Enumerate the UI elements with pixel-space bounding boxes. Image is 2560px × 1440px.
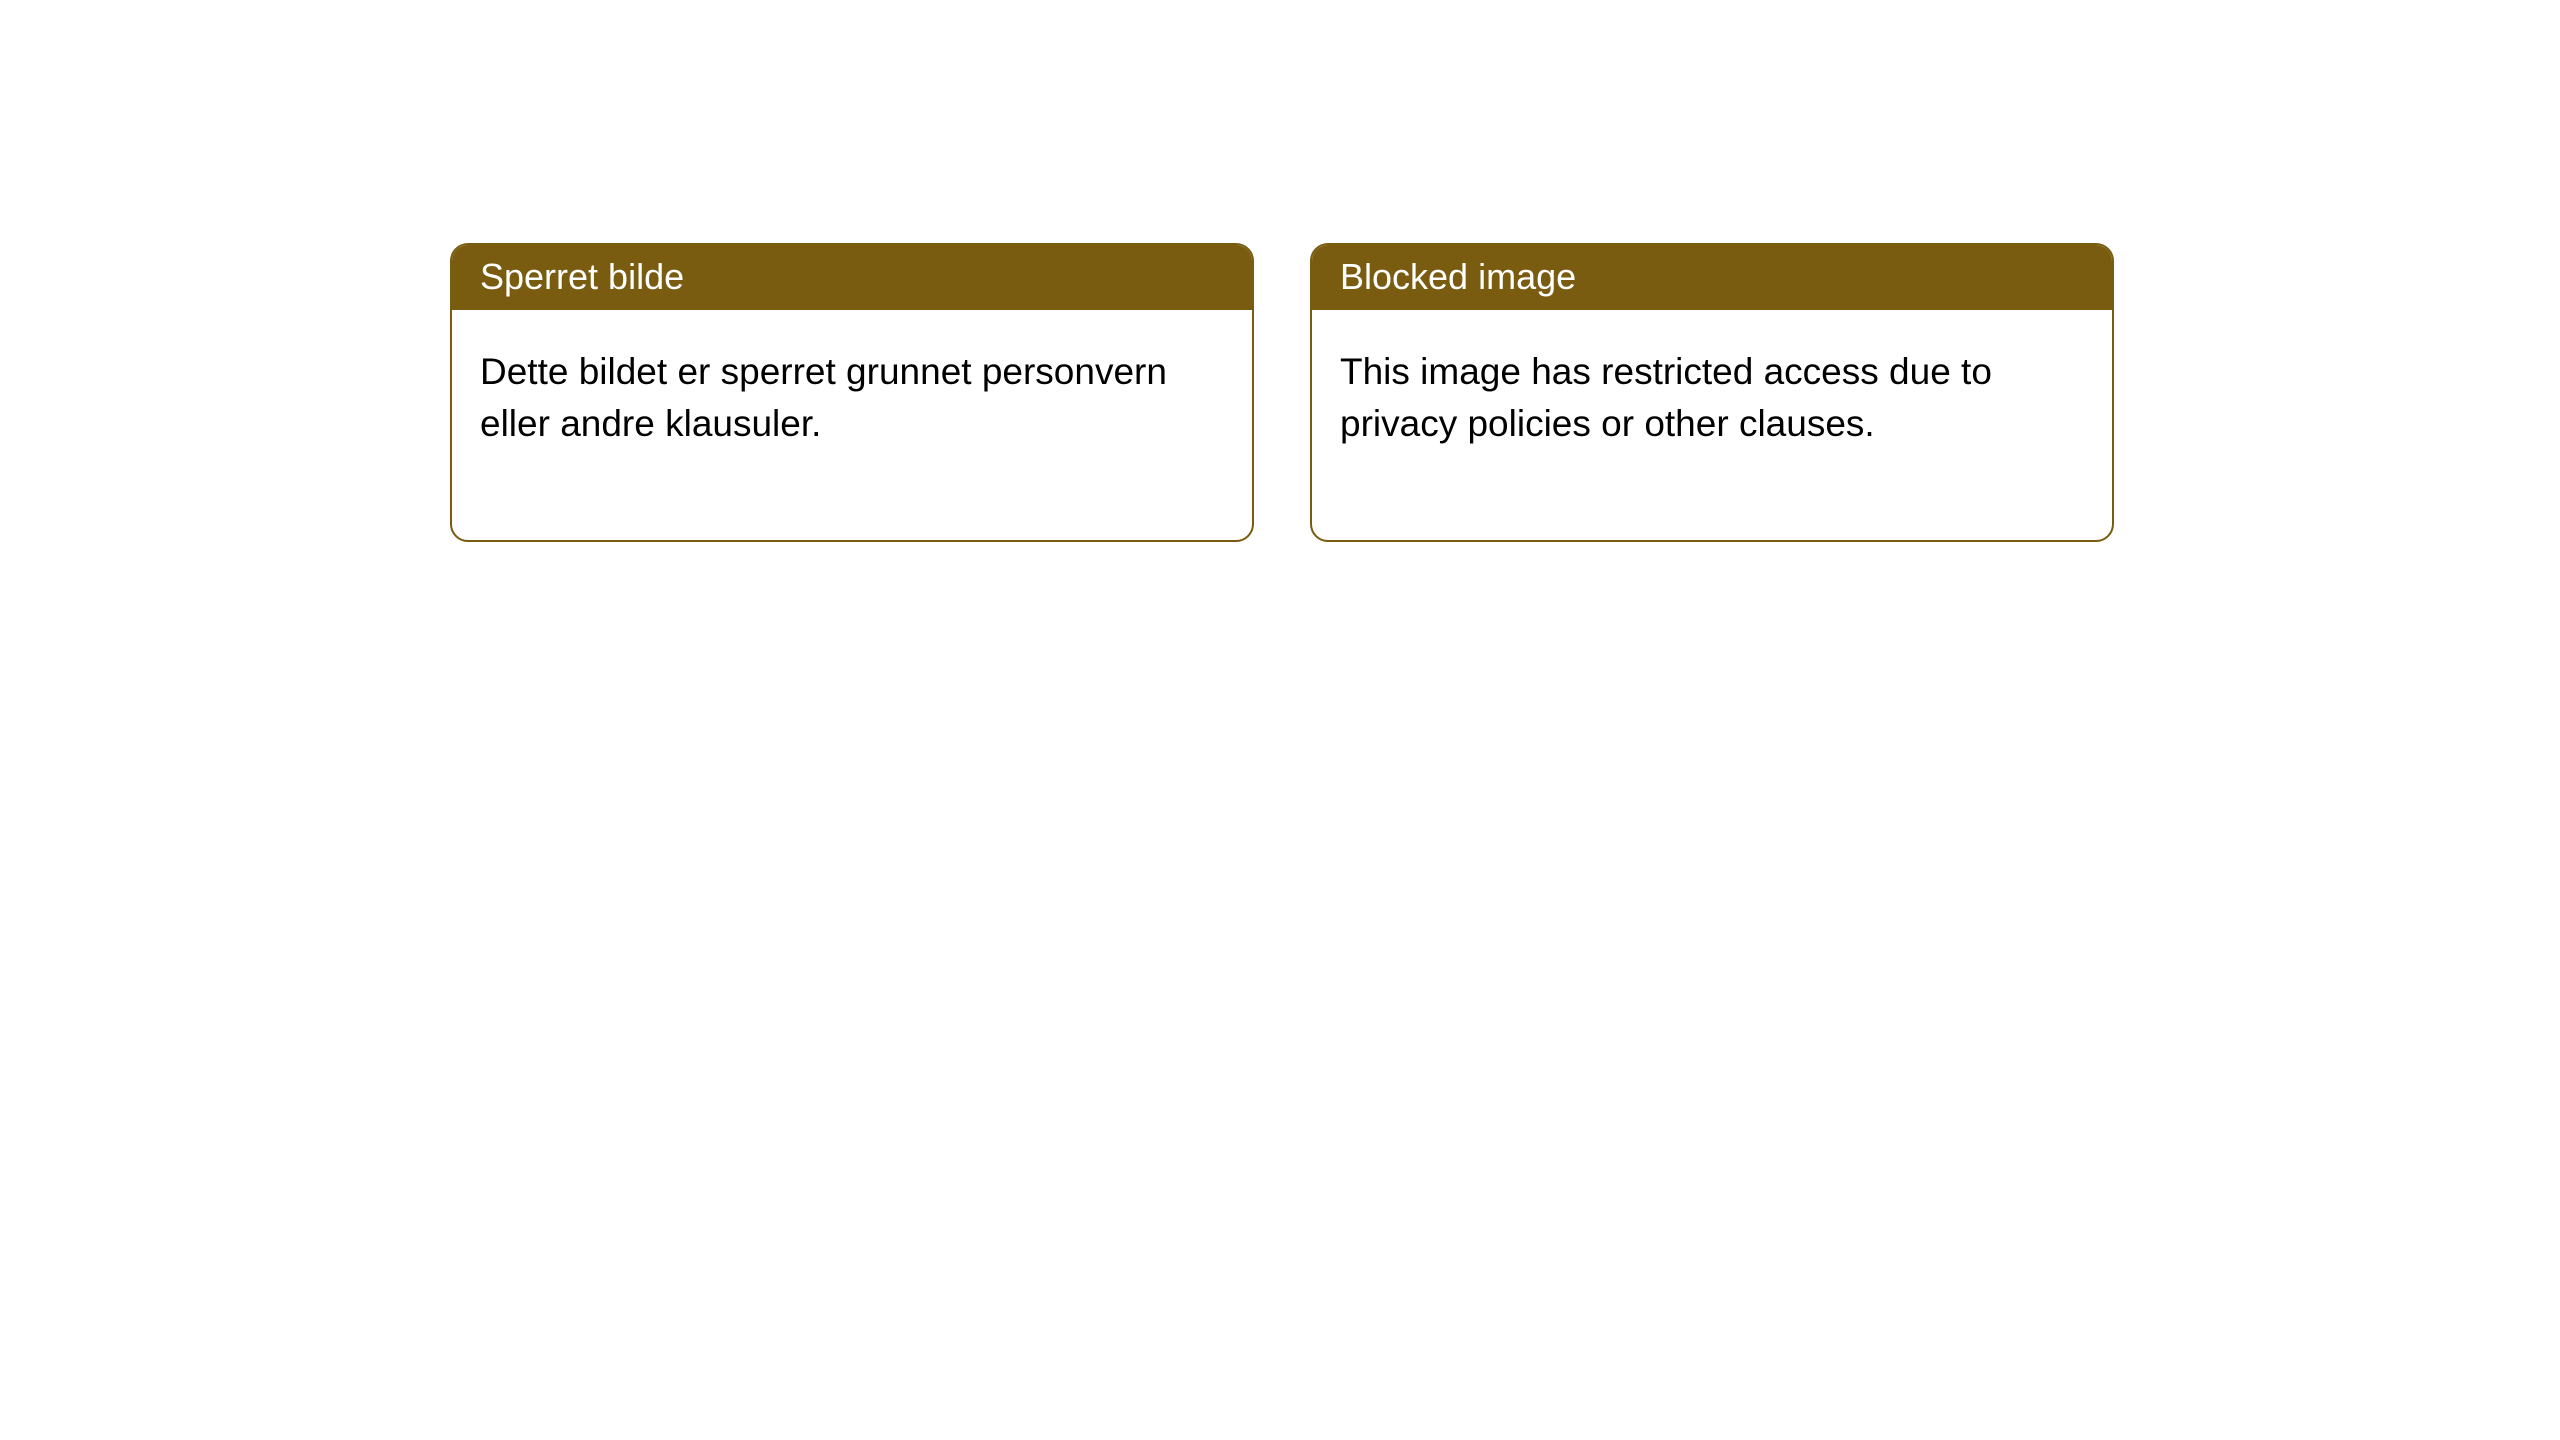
notice-card-english: Blocked image This image has restricted … xyxy=(1310,243,2114,542)
notice-body: Dette bildet er sperret grunnet personve… xyxy=(452,310,1252,540)
notice-container: Sperret bilde Dette bildet er sperret gr… xyxy=(0,0,2560,542)
notice-title: Blocked image xyxy=(1312,245,2112,310)
notice-title: Sperret bilde xyxy=(452,245,1252,310)
notice-card-norwegian: Sperret bilde Dette bildet er sperret gr… xyxy=(450,243,1254,542)
notice-body: This image has restricted access due to … xyxy=(1312,310,2112,540)
